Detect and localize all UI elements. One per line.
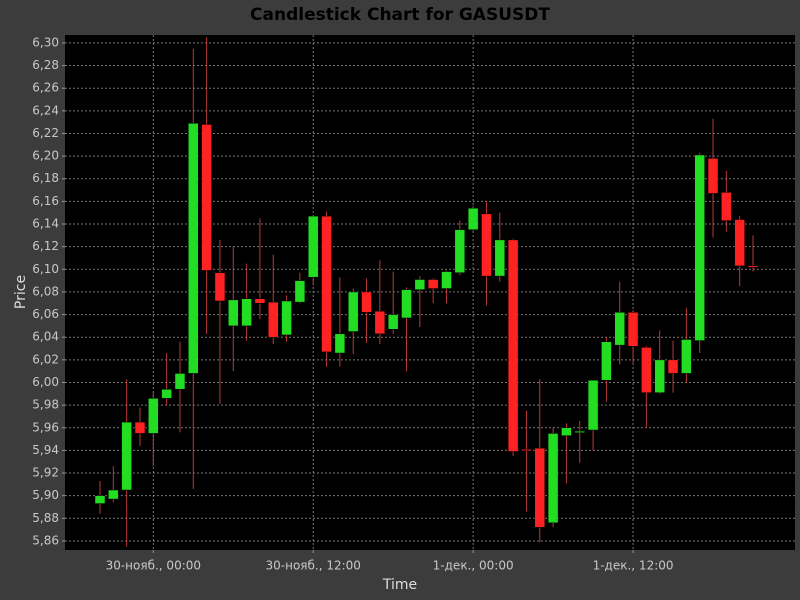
candle-body <box>281 300 292 336</box>
y-tick-label: 6,30 <box>32 35 59 49</box>
y-tick-label: 6,12 <box>32 239 59 253</box>
candle-body <box>507 239 519 452</box>
candle-body <box>521 449 532 452</box>
candle-body <box>254 298 266 304</box>
candle-body <box>148 398 159 434</box>
y-tick-label: 6,06 <box>32 307 59 321</box>
candle-body <box>601 341 612 381</box>
candle-body <box>627 312 639 347</box>
y-tick-label: 5,88 <box>32 511 59 525</box>
candle-body <box>361 291 372 313</box>
candle-body <box>454 229 466 273</box>
candle-body <box>294 280 306 303</box>
chart-title: Candlestick Chart for GASUSDT <box>250 5 550 25</box>
candle-body <box>401 289 412 319</box>
x-axis-title: Time <box>382 577 417 593</box>
candle-body <box>614 312 625 346</box>
x-tick-label: 1-дек., 00:00 <box>433 559 514 573</box>
y-tick-label: 6,04 <box>32 330 59 344</box>
candle-body <box>188 123 199 374</box>
candle-body <box>587 379 599 431</box>
candle-body <box>334 333 346 354</box>
candle-body <box>681 339 692 374</box>
candle-body <box>494 239 506 277</box>
candle-body <box>374 310 386 335</box>
candle-body <box>747 265 759 268</box>
x-tick-label: 1-дек., 12:00 <box>593 559 674 573</box>
x-tick-label: 30-нояб., 12:00 <box>266 559 361 573</box>
candle-body <box>214 272 226 302</box>
candle-body <box>161 389 172 399</box>
candle-body <box>347 291 359 332</box>
candle-body <box>574 430 586 433</box>
y-tick-label: 5,98 <box>32 398 59 412</box>
plot-area <box>65 35 795 550</box>
candle-body <box>174 373 186 390</box>
y-tick-label: 6,16 <box>32 194 59 208</box>
y-tick-label: 6,08 <box>32 284 59 298</box>
candle-body <box>441 271 452 289</box>
y-tick-label: 6,14 <box>32 217 59 231</box>
y-tick-label: 5,90 <box>32 488 59 502</box>
candle-body <box>667 359 679 374</box>
y-tick-label: 6,18 <box>32 171 59 185</box>
candle-body <box>241 298 252 327</box>
y-tick-label: 5,94 <box>32 443 59 457</box>
candle-body <box>734 219 745 267</box>
candle-body <box>307 215 319 278</box>
y-axis-title: Price <box>13 275 29 309</box>
candle-body <box>414 279 426 290</box>
candle-body <box>481 213 492 277</box>
candle-body <box>94 495 106 504</box>
candle-body <box>654 359 665 393</box>
candle-body <box>721 192 732 221</box>
candle-body <box>228 299 239 327</box>
candle-body <box>707 158 719 194</box>
candle-body <box>547 433 559 524</box>
candle-body <box>561 427 572 436</box>
y-tick-label: 6,00 <box>32 375 59 389</box>
candle-body <box>201 124 212 271</box>
candle-body <box>694 154 705 341</box>
y-tick-label: 6,20 <box>32 149 59 163</box>
candle-body <box>427 279 439 289</box>
candle-body <box>134 421 146 434</box>
y-tick-label: 5,86 <box>32 533 59 547</box>
candle-body <box>641 347 652 393</box>
candle-body <box>108 489 119 500</box>
y-tick-label: 6,02 <box>32 352 59 366</box>
candle-body <box>467 207 479 230</box>
candle-body <box>121 421 132 491</box>
y-tick-label: 6,22 <box>32 126 59 140</box>
y-tick-label: 5,92 <box>32 466 59 480</box>
candle-body <box>267 301 279 338</box>
y-tick-label: 6,28 <box>32 58 59 72</box>
y-tick-label: 6,10 <box>32 262 59 276</box>
x-tick-label: 30-нояб., 00:00 <box>106 559 201 573</box>
y-tick-label: 6,26 <box>32 81 59 95</box>
candle-body <box>387 314 399 330</box>
candle-body <box>321 215 332 353</box>
y-tick-label: 6,24 <box>32 103 59 117</box>
y-tick-label: 5,96 <box>32 420 59 434</box>
candle-body <box>534 447 546 528</box>
